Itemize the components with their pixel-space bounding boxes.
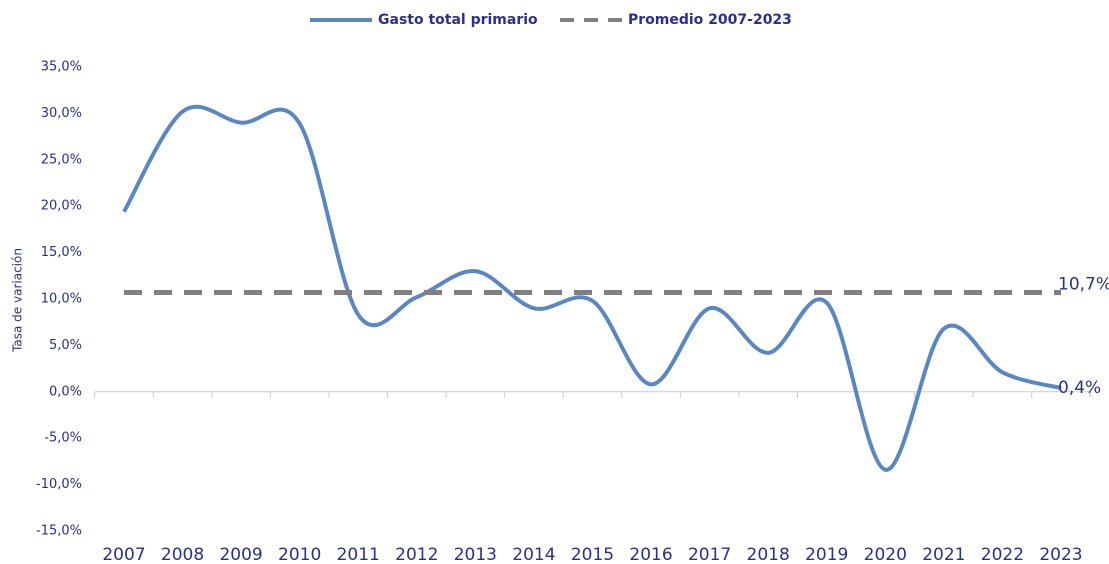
legend-label: Gasto total primario — [378, 12, 538, 28]
x-tick-label: 2017 — [688, 545, 731, 564]
data-label: 0,4% — [1058, 378, 1101, 398]
x-tick-label: 2007 — [102, 545, 145, 564]
x-tick-label: 2015 — [571, 545, 614, 564]
y-tick-label: 15,0% — [41, 245, 82, 260]
data-label: 10,7% — [1058, 275, 1109, 295]
y-tick-label: 10,0% — [41, 292, 82, 307]
y-tick-label: 30,0% — [41, 106, 82, 121]
y-tick-label: 0,0% — [49, 384, 82, 399]
x-tick-label: 2022 — [981, 545, 1024, 564]
y-tick-label: 5,0% — [49, 338, 82, 353]
x-tick-label: 2014 — [512, 545, 555, 564]
y-axis-title: Tasa de variación — [11, 248, 25, 353]
y-tick-label: -10,0% — [36, 477, 82, 492]
x-tick-label: 2012 — [395, 545, 438, 564]
y-tick-label: -5,0% — [44, 431, 82, 446]
x-tick-label: 2013 — [454, 545, 497, 564]
x-tick-label: 2008 — [161, 545, 204, 564]
legend-label: Promedio 2007-2023 — [628, 12, 792, 28]
x-tick-label: 2010 — [278, 545, 321, 564]
x-tick-label: 2018 — [747, 545, 790, 564]
x-tick-label: 2021 — [922, 545, 965, 564]
y-tick-label: 20,0% — [41, 199, 82, 214]
y-tick-label: -15,0% — [36, 524, 82, 539]
y-tick-label: 25,0% — [41, 152, 82, 167]
y-tick-label: 35,0% — [41, 60, 82, 75]
x-tick-label: 2023 — [1039, 545, 1082, 564]
line-series — [122, 104, 1062, 472]
x-tick-label: 2009 — [219, 545, 262, 564]
x-tick-label: 2019 — [805, 545, 848, 564]
x-tick-label: 2011 — [337, 545, 380, 564]
x-tick-label: 2020 — [864, 545, 907, 564]
x-tick-label: 2016 — [629, 545, 672, 564]
